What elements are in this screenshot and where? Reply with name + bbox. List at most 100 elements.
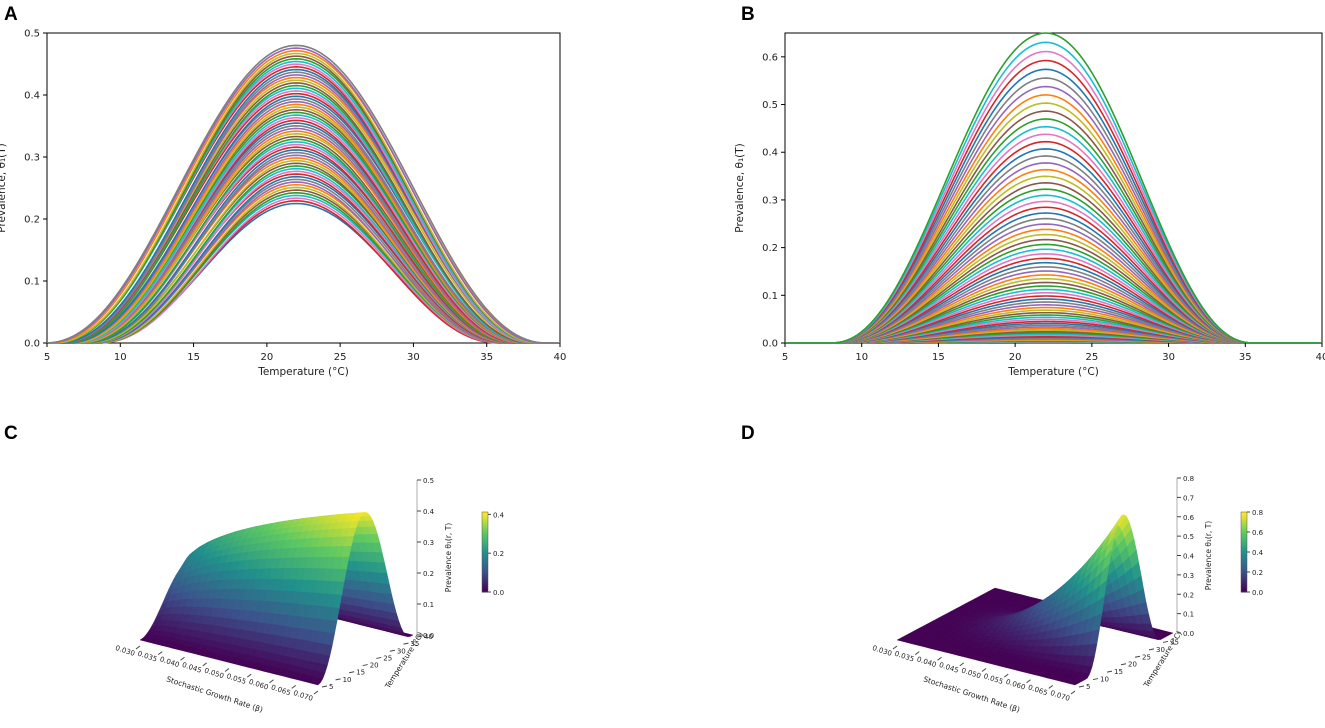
x-tick-label: 25 bbox=[334, 352, 347, 363]
series-line bbox=[47, 130, 560, 344]
colorbar-segment bbox=[482, 580, 488, 583]
y-tick-label: 0.1 bbox=[24, 277, 40, 288]
colorbar-segment bbox=[482, 564, 488, 567]
y-tick-label: 35 bbox=[1170, 638, 1179, 646]
z-tick-label: 0.5 bbox=[1183, 533, 1194, 541]
z-tick-label: 0.1 bbox=[423, 601, 434, 609]
y-tick-mark bbox=[1092, 678, 1099, 681]
colorbar-segment bbox=[482, 514, 488, 517]
colorbar-segment bbox=[482, 512, 488, 515]
panel-label-c: C bbox=[4, 423, 18, 444]
colorbar-segment bbox=[482, 588, 488, 591]
y-tick-mark bbox=[1162, 640, 1169, 643]
x-tick-mark bbox=[981, 668, 987, 672]
colorbar-segment bbox=[482, 558, 488, 561]
y-tick-label: 25 bbox=[1142, 653, 1151, 661]
colorbar-segment bbox=[1241, 512, 1247, 515]
colorbar-segment bbox=[1241, 548, 1247, 551]
y-tick-mark bbox=[1120, 663, 1127, 666]
y-tick-label: 0.4 bbox=[762, 148, 778, 159]
y-tick-label: 10 bbox=[1100, 676, 1109, 684]
y-tick-label: 0.1 bbox=[762, 291, 778, 302]
x-tick-mark bbox=[291, 684, 297, 689]
z-axis-label: Prevalence θ₁(r, T) bbox=[1204, 521, 1213, 590]
colorbar-segment bbox=[1241, 534, 1247, 537]
colorbar-segment bbox=[482, 536, 488, 539]
x-tick-label: 15 bbox=[187, 352, 200, 363]
colorbar-segment bbox=[1241, 522, 1247, 525]
colorbar-segment bbox=[1241, 556, 1247, 559]
colorbar-segment bbox=[1241, 536, 1247, 539]
colorbar-segment bbox=[482, 540, 488, 543]
y-tick-label: 0.6 bbox=[762, 52, 778, 63]
z-tick-label: 0.2 bbox=[1183, 591, 1194, 599]
z-tick-label: 0.4 bbox=[1183, 553, 1195, 561]
series-line bbox=[785, 32, 1322, 344]
colorbar: 0.0 0.2 0.4 0.6 0.8 bbox=[1240, 509, 1264, 597]
x-tick-label: 0.060 bbox=[248, 678, 270, 692]
series-line bbox=[785, 217, 1322, 344]
y-tick-mark bbox=[1134, 655, 1141, 658]
x-tick-label: 0.035 bbox=[137, 650, 159, 664]
colorbar-segment bbox=[482, 526, 488, 529]
series-line bbox=[785, 133, 1322, 344]
colorbar-segment bbox=[482, 586, 488, 589]
series-line bbox=[785, 77, 1322, 344]
colorbar: 0.0 0.2 0.4 bbox=[481, 511, 505, 597]
colorbar-segment bbox=[1241, 532, 1247, 535]
x-tick-label: 0.060 bbox=[1005, 678, 1027, 692]
colorbar-segment bbox=[1241, 582, 1247, 585]
x-tick-mark bbox=[224, 668, 230, 672]
x-tick-mark bbox=[959, 662, 965, 667]
surface-chart-C: 0.030 0.035 0.040 0.045 0.050 0.055 0.060 0.065… bbox=[114, 477, 504, 714]
x-tick-label: 0.040 bbox=[159, 655, 181, 669]
y-tick-mark bbox=[349, 671, 355, 674]
colorbar-segment bbox=[482, 556, 488, 559]
colorbar-segment bbox=[482, 574, 488, 577]
y-tick-label: 30 bbox=[397, 647, 406, 655]
colorbar-segment bbox=[1241, 562, 1247, 565]
y-tick-label: 0.2 bbox=[24, 215, 40, 226]
panel-label-a: A bbox=[4, 4, 18, 25]
series-line bbox=[47, 116, 560, 344]
colorbar-segment bbox=[482, 554, 488, 557]
colorbar-segment bbox=[482, 578, 488, 581]
y-tick-mark bbox=[389, 649, 395, 652]
y-tick-label: 15 bbox=[1114, 668, 1123, 676]
y-tick-mark bbox=[403, 642, 409, 645]
surface bbox=[896, 514, 1174, 686]
y-tick-label: 10 bbox=[343, 676, 352, 684]
colorbar-tick-label: 0.4 bbox=[493, 511, 505, 519]
x-tick-label: 0.030 bbox=[871, 644, 893, 658]
y-tick-mark bbox=[1106, 670, 1113, 673]
x-tick-mark bbox=[1003, 673, 1009, 678]
series-line bbox=[785, 148, 1322, 344]
x-tick-label: 15 bbox=[932, 352, 945, 363]
colorbar-segment bbox=[482, 544, 488, 547]
y-tick-label: 0.3 bbox=[24, 153, 40, 164]
panel-label-b: B bbox=[741, 4, 755, 25]
colorbar-segment bbox=[482, 590, 488, 593]
z-tick-label: 0.8 bbox=[1183, 475, 1194, 483]
y-axis-label: Prevalence, θ₁(T) bbox=[734, 143, 746, 233]
colorbar-segment bbox=[1241, 568, 1247, 571]
y-tick-label: 20 bbox=[370, 662, 379, 670]
colorbar-segment bbox=[482, 550, 488, 553]
x-tick-label: 20 bbox=[260, 352, 273, 363]
x-tick-label: 35 bbox=[1239, 352, 1252, 363]
colorbar-tick-label: 0.8 bbox=[1252, 509, 1263, 517]
colorbar-segment bbox=[482, 562, 488, 565]
colorbar-segment bbox=[1241, 518, 1247, 521]
x-tick-label: 30 bbox=[1162, 352, 1175, 363]
x-tick-label: 35 bbox=[480, 352, 493, 363]
colorbar-segment bbox=[1241, 586, 1247, 589]
series-line bbox=[47, 138, 560, 344]
x-tick-label: 10 bbox=[114, 352, 127, 363]
colorbar-segment bbox=[1241, 514, 1247, 517]
x-tick-mark bbox=[937, 656, 942, 661]
x-tick-mark bbox=[892, 645, 898, 650]
y-tick-label: 0.3 bbox=[762, 195, 778, 206]
x-tick-label: 25 bbox=[1085, 352, 1098, 363]
x-tick-label: 0.050 bbox=[203, 667, 225, 681]
x-tick-label: 5 bbox=[44, 352, 50, 363]
